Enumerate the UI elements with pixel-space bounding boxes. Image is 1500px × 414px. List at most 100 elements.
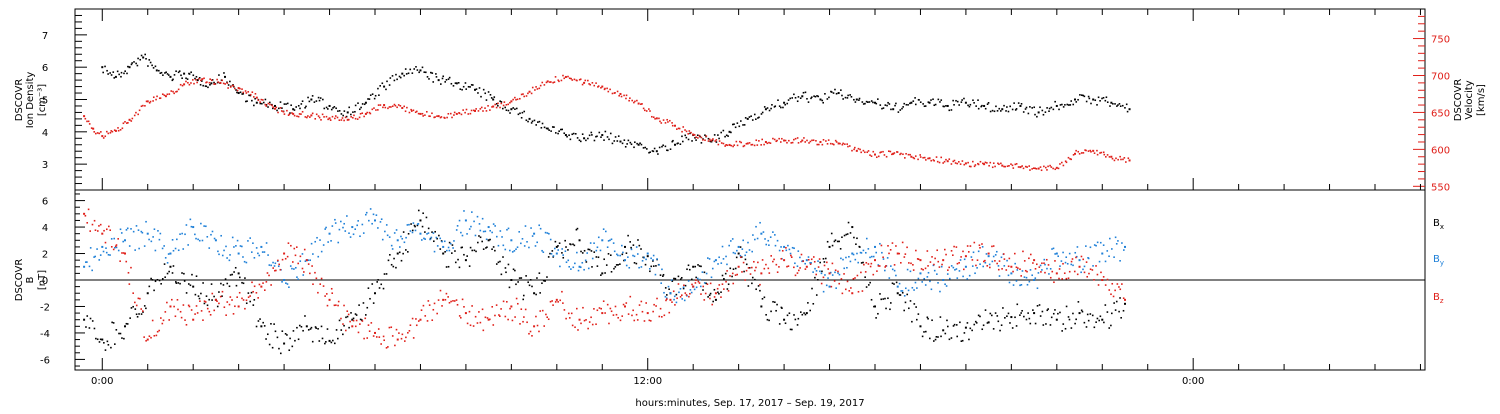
data-point-fill bbox=[759, 283, 761, 286]
data-point-fill bbox=[254, 92, 257, 95]
data-point-fill bbox=[190, 71, 192, 74]
data-point-fill bbox=[904, 301, 907, 304]
data-point-fill bbox=[176, 90, 178, 93]
data-point-fill bbox=[183, 272, 185, 275]
data-point-fill bbox=[117, 249, 120, 252]
bottom-left-ylabel-line1: DSCOVR bbox=[14, 259, 25, 302]
data-point-fill bbox=[223, 72, 225, 74]
data-point-fill bbox=[346, 215, 348, 217]
data-point-fill bbox=[433, 240, 435, 243]
data-point-fill bbox=[835, 92, 838, 95]
data-point bbox=[124, 252, 126, 255]
data-point-fill bbox=[1102, 96, 1105, 99]
data-point bbox=[728, 130, 731, 133]
data-point-fill bbox=[761, 298, 764, 300]
data-point-fill bbox=[1036, 305, 1039, 307]
data-point-fill bbox=[817, 266, 820, 268]
data-point-fill bbox=[1080, 309, 1083, 312]
data-point-fill bbox=[167, 253, 170, 255]
data-point-fill bbox=[721, 283, 724, 285]
data-point-fill bbox=[741, 271, 743, 273]
data-point-fill bbox=[307, 259, 310, 262]
data-point-fill bbox=[288, 286, 290, 289]
data-point-fill bbox=[634, 100, 636, 103]
data-point-fill bbox=[441, 305, 443, 307]
data-point-fill bbox=[474, 234, 477, 237]
data-point-fill bbox=[939, 316, 942, 318]
data-point-fill bbox=[239, 91, 242, 94]
data-point-fill bbox=[781, 137, 783, 140]
data-point-fill bbox=[986, 322, 989, 324]
data-point-fill bbox=[572, 132, 575, 135]
data-point-fill bbox=[125, 322, 128, 325]
data-point-fill bbox=[317, 255, 320, 258]
data-point-fill bbox=[342, 114, 344, 117]
data-point-fill bbox=[565, 317, 567, 320]
data-point-fill bbox=[221, 290, 224, 293]
data-point bbox=[237, 92, 240, 95]
data-point-fill bbox=[581, 133, 584, 135]
data-point-fill bbox=[948, 338, 951, 341]
data-point-fill bbox=[602, 300, 605, 303]
data-point-fill bbox=[704, 292, 707, 295]
data-point-fill bbox=[491, 106, 493, 108]
data-point-fill bbox=[315, 277, 318, 280]
data-point-fill bbox=[698, 282, 701, 284]
data-point-fill bbox=[880, 298, 883, 301]
data-point-fill bbox=[177, 282, 180, 284]
data-point-fill bbox=[882, 150, 884, 153]
data-point-fill bbox=[697, 280, 700, 283]
data-point-fill bbox=[363, 337, 365, 340]
data-point-fill bbox=[477, 241, 479, 244]
data-point bbox=[464, 312, 467, 315]
data-point-fill bbox=[314, 240, 317, 243]
data-point-fill bbox=[621, 315, 624, 317]
data-point-fill bbox=[979, 263, 981, 265]
data-point bbox=[896, 292, 899, 295]
data-point-fill bbox=[953, 104, 955, 106]
data-point-fill bbox=[616, 140, 619, 142]
data-point-fill bbox=[563, 132, 566, 135]
data-point-fill bbox=[958, 161, 960, 163]
data-point-fill bbox=[778, 249, 781, 252]
data-point-fill bbox=[431, 72, 434, 74]
data-point-fill bbox=[981, 243, 983, 245]
data-point-fill bbox=[885, 307, 887, 310]
data-point-fill bbox=[628, 99, 630, 102]
data-point-fill bbox=[226, 82, 229, 84]
data-point-fill bbox=[245, 261, 248, 264]
data-point-fill bbox=[615, 313, 618, 316]
data-point-fill bbox=[591, 82, 594, 84]
data-point-fill bbox=[809, 262, 811, 264]
data-point-fill bbox=[301, 267, 304, 270]
data-point-fill bbox=[118, 332, 120, 335]
data-point-fill bbox=[331, 292, 334, 294]
data-point-fill bbox=[998, 107, 1001, 110]
data-point-fill bbox=[429, 237, 432, 240]
data-point-fill bbox=[298, 324, 301, 327]
data-point-fill bbox=[840, 278, 843, 280]
data-point-fill bbox=[944, 248, 946, 251]
data-point-fill bbox=[96, 338, 99, 341]
data-point-fill bbox=[478, 87, 481, 89]
data-point-fill bbox=[250, 291, 253, 294]
data-point-fill bbox=[350, 116, 352, 118]
data-point-fill bbox=[909, 153, 911, 156]
data-point-fill bbox=[804, 141, 807, 143]
data-point-fill bbox=[884, 266, 887, 268]
data-point-fill bbox=[786, 141, 788, 144]
data-point-fill bbox=[226, 81, 228, 84]
data-point-fill bbox=[1027, 112, 1030, 115]
data-point-fill bbox=[383, 339, 385, 342]
data-point-fill bbox=[429, 115, 431, 118]
data-point-fill bbox=[1051, 248, 1053, 250]
data-point-fill bbox=[598, 307, 601, 309]
data-point-fill bbox=[617, 264, 619, 266]
data-point-fill bbox=[682, 140, 684, 143]
data-point-fill bbox=[272, 261, 274, 264]
data-point-fill bbox=[977, 250, 980, 253]
data-point-fill bbox=[195, 78, 197, 81]
data-point-fill bbox=[432, 81, 435, 83]
data-point-fill bbox=[444, 251, 446, 253]
data-point-fill bbox=[992, 255, 995, 258]
